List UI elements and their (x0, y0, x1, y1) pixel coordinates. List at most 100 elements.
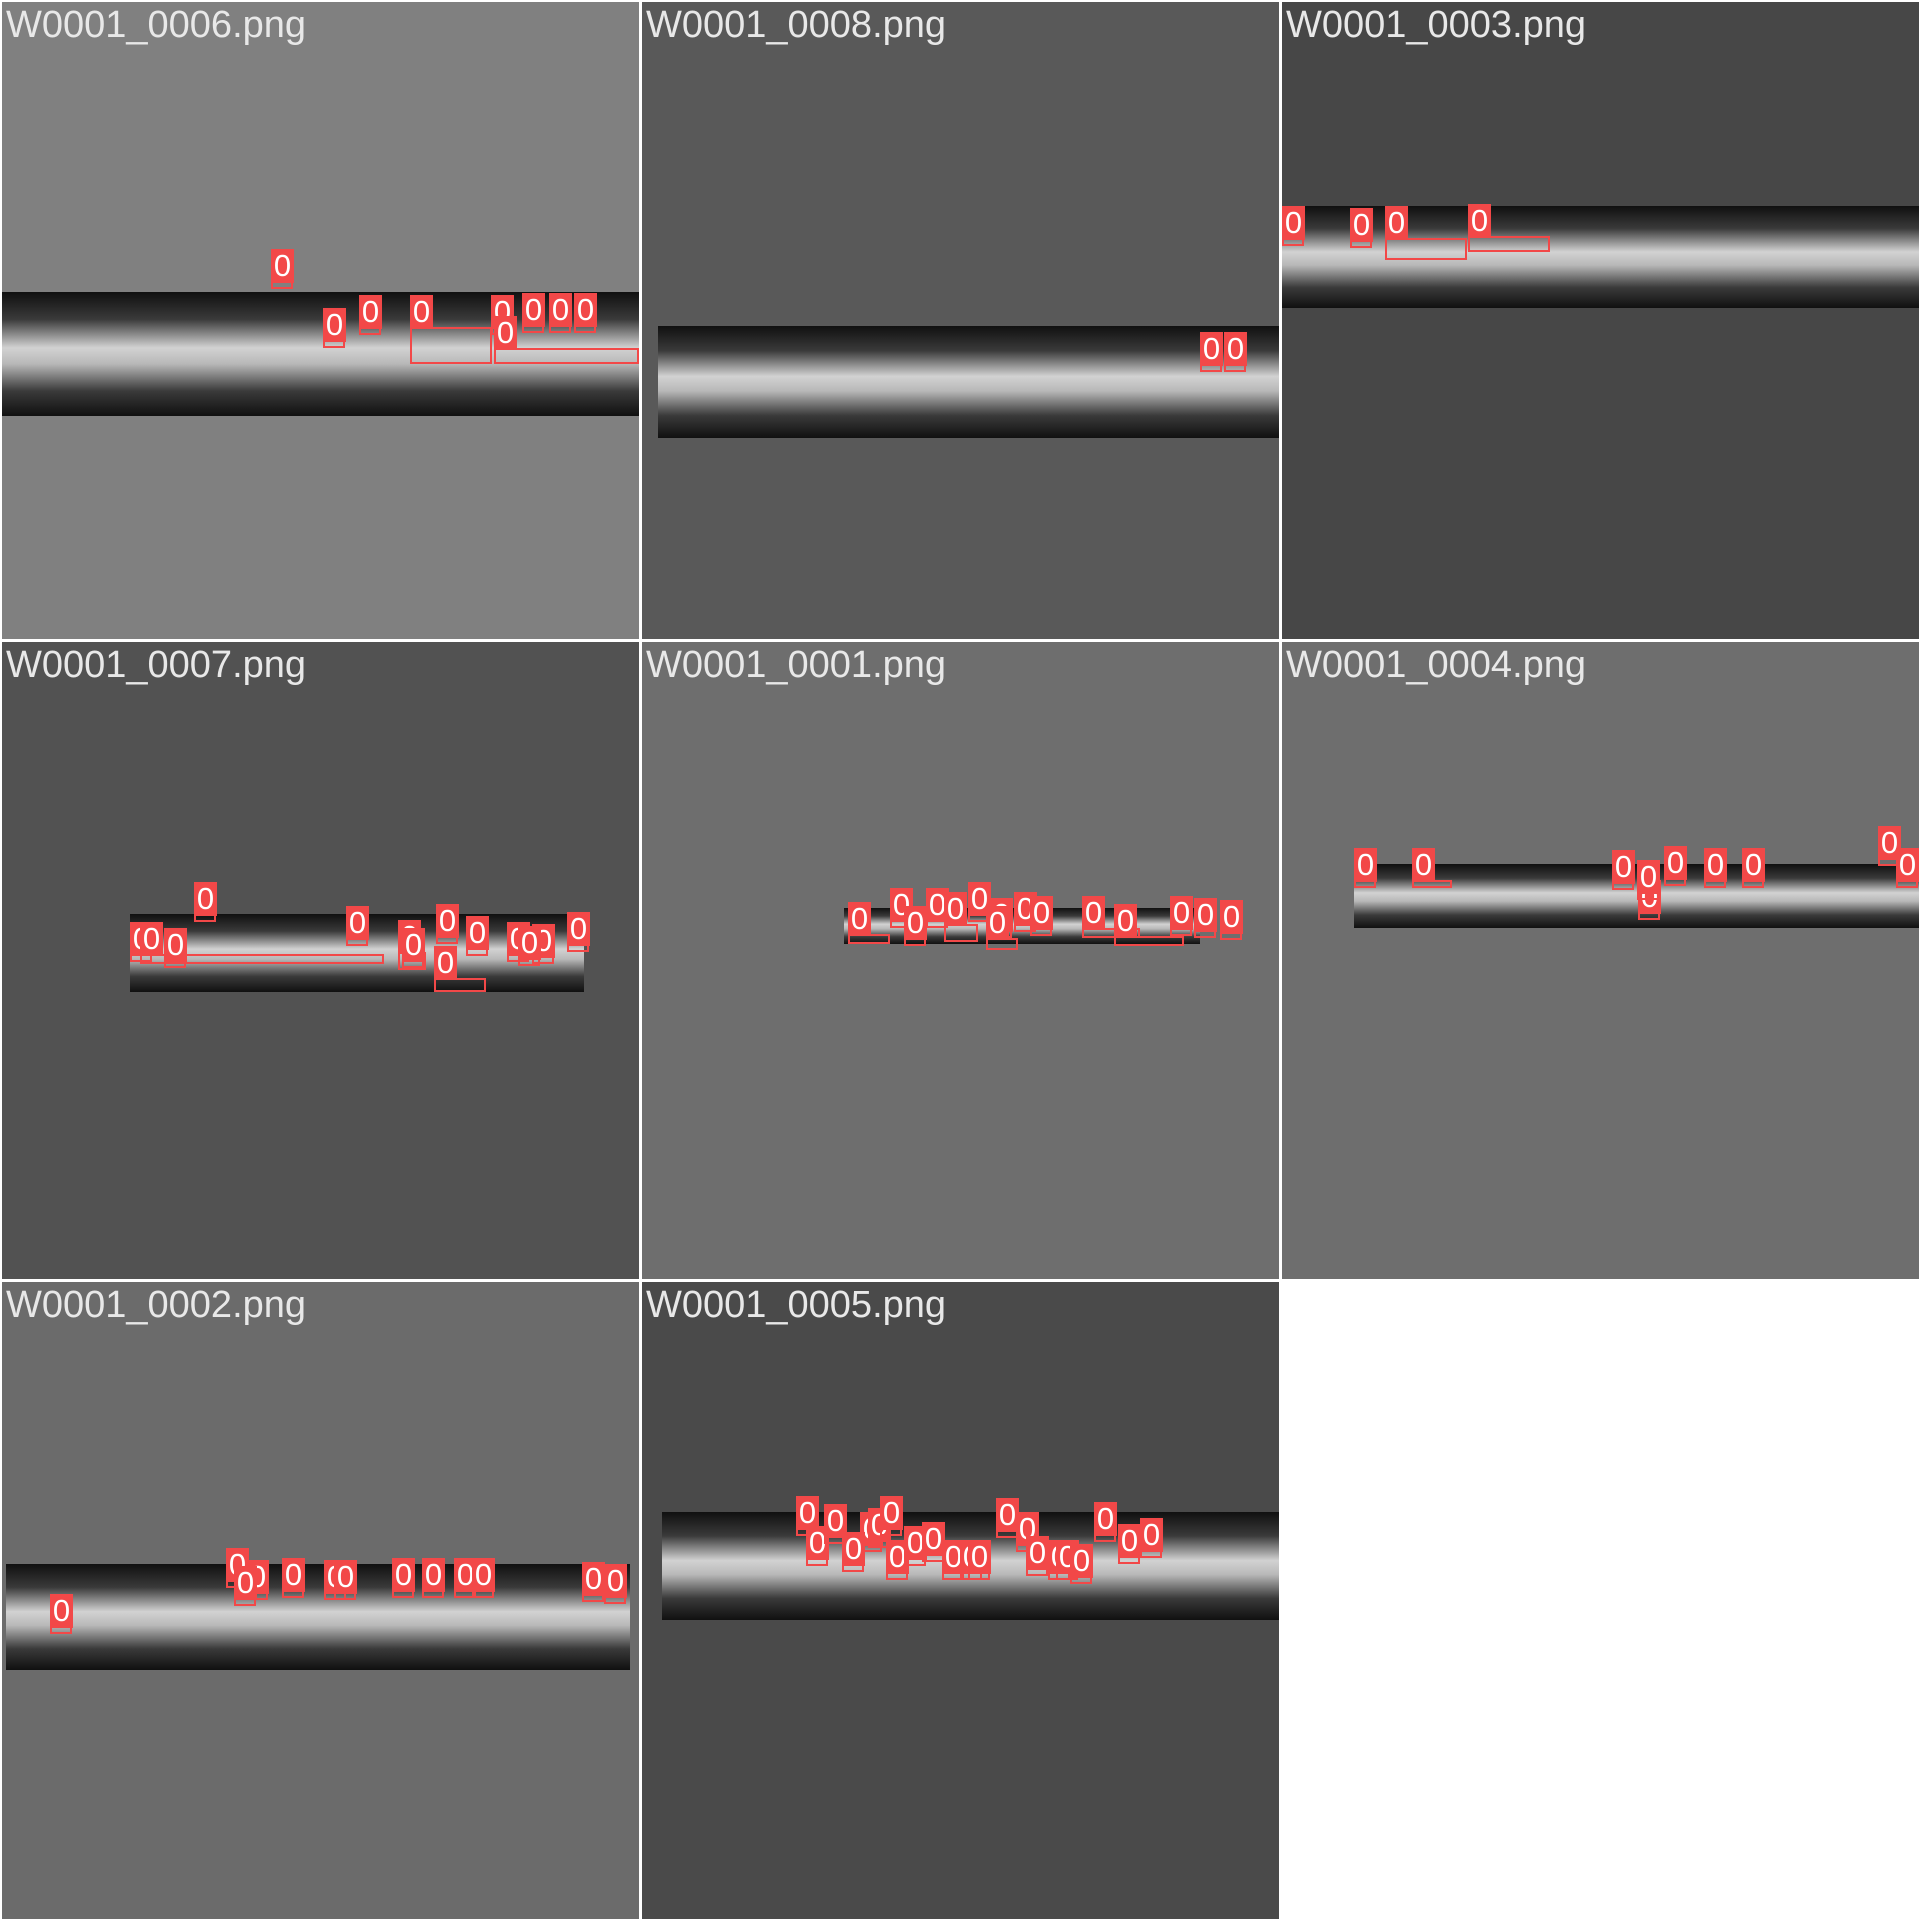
detection-label: 0 (410, 295, 433, 329)
detection-label: 0 (1637, 860, 1660, 894)
detection-box: 0 (604, 1564, 627, 1604)
detection-label: 0 (944, 892, 967, 926)
image-filename: W0001_0002.png (6, 1284, 307, 1326)
detection-box: 0 (346, 906, 369, 946)
detection-label: 0 (1140, 1518, 1163, 1552)
detection-label: 0 (926, 888, 949, 922)
detection-label: 0 (334, 1560, 357, 1594)
detection-box: 0 (886, 1540, 909, 1580)
detection-label: 0 (1224, 332, 1247, 366)
image-strip (658, 326, 1279, 438)
detection-box: 0 (986, 906, 1018, 950)
detection-label: 0 (1385, 206, 1408, 240)
detection-label: 0 (880, 1496, 903, 1530)
image-filename: W0001_0008.png (646, 4, 947, 46)
detection-box: 0 (806, 1526, 829, 1566)
detection-label: 0 (986, 906, 1009, 940)
detection-label: 0 (1118, 1524, 1141, 1558)
detection-box: 0 (996, 1498, 1019, 1538)
detection-box: 0 (434, 946, 486, 992)
detection-box: 0 (410, 295, 492, 364)
image-filename: W0001_0005.png (646, 1284, 947, 1326)
detection-box: 0 (549, 293, 572, 333)
detection-box: 0 (1224, 332, 1247, 372)
detection-label: 0 (1742, 848, 1765, 882)
detection-box: 0 (472, 1558, 495, 1598)
detection-box: 0 (359, 295, 382, 335)
detection-box: 0 (140, 922, 384, 964)
detection-label: 0 (1220, 900, 1243, 934)
detection-label: 0 (472, 1558, 495, 1592)
detection-label: 0 (922, 1522, 945, 1556)
detection-label: 0 (1612, 850, 1635, 884)
detection-label: 0 (942, 1540, 965, 1574)
detection-label: 0 (996, 1498, 1019, 1532)
detection-box: 0 (824, 1504, 847, 1544)
image-tile: W0001_0005.png 0000000000000000000000 (642, 1282, 1279, 1919)
detection-box: 0 (1200, 332, 1223, 372)
detection-box: 0 (50, 1594, 73, 1634)
detection-box: 0 (1282, 206, 1305, 246)
detection-label: 0 (1194, 898, 1217, 932)
image-filename: W0001_0004.png (1286, 644, 1587, 686)
detection-label: 0 (796, 1496, 819, 1530)
detection-box: 0 (1468, 204, 1550, 252)
detection-label: 0 (842, 1532, 865, 1566)
detection-label: 0 (848, 902, 871, 936)
detection-label: 0 (194, 882, 217, 916)
image-filename: W0001_0003.png (1286, 4, 1587, 46)
detection-box: 0 (402, 928, 425, 968)
detection-box: 0 (880, 1496, 903, 1536)
detection-label: 0 (436, 904, 459, 938)
detection-label: 0 (1026, 1536, 1049, 1570)
detection-box: 0 (842, 1532, 865, 1572)
detection-box: 0 (922, 1522, 945, 1562)
detection-label: 0 (271, 249, 294, 283)
detection-box: 0 (1664, 846, 1687, 886)
detection-label: 0 (582, 1562, 605, 1596)
detection-box: 0 (574, 293, 597, 333)
detection-box: 0 (968, 1540, 991, 1580)
detection-box: 0 (1030, 896, 1053, 936)
detection-box: 0 (1026, 1536, 1049, 1576)
detection-box: 0 (848, 902, 890, 944)
detection-box: 0 (422, 1558, 445, 1598)
detection-label: 0 (522, 293, 545, 327)
detection-label: 0 (1030, 896, 1053, 930)
detection-label: 0 (434, 946, 457, 980)
image-filename: W0001_0001.png (646, 644, 947, 686)
detection-box: 0 (1094, 1502, 1117, 1542)
detection-label: 0 (567, 912, 590, 946)
detection-label: 0 (1114, 904, 1137, 938)
detection-box: 0 (454, 1558, 477, 1598)
detection-label: 0 (806, 1526, 829, 1560)
detection-box: 0 (1638, 880, 1661, 920)
detection-box: 0 (1118, 1524, 1141, 1564)
detection-label: 0 (549, 293, 572, 327)
detection-label: 0 (466, 916, 489, 950)
detection-box: 0 (392, 1558, 415, 1598)
detection-box: 0 (1114, 904, 1184, 946)
detection-label: 0 (1070, 1544, 1093, 1578)
detection-box: 0 (1896, 848, 1919, 888)
detection-label: 0 (494, 316, 517, 350)
image-filename: W0001_0006.png (6, 4, 307, 46)
detection-label: 0 (1896, 848, 1919, 882)
detection-box: 0 (1140, 1518, 1163, 1558)
detection-box: 0 (1612, 850, 1635, 890)
detection-label: 0 (1350, 208, 1373, 242)
detection-box: 0 (271, 249, 294, 289)
detection-box: 0 (904, 1526, 927, 1566)
detection-box: 0 (164, 928, 187, 968)
detection-label: 0 (824, 1504, 847, 1538)
detection-label: 0 (454, 1558, 477, 1592)
detection-label: 0 (359, 295, 382, 329)
detection-label: 0 (518, 926, 541, 960)
detection-box: 0 (234, 1566, 257, 1606)
detection-box: 0 (334, 1560, 357, 1600)
detection-box: 0 (582, 1562, 605, 1602)
detection-box: 0 (522, 293, 545, 333)
